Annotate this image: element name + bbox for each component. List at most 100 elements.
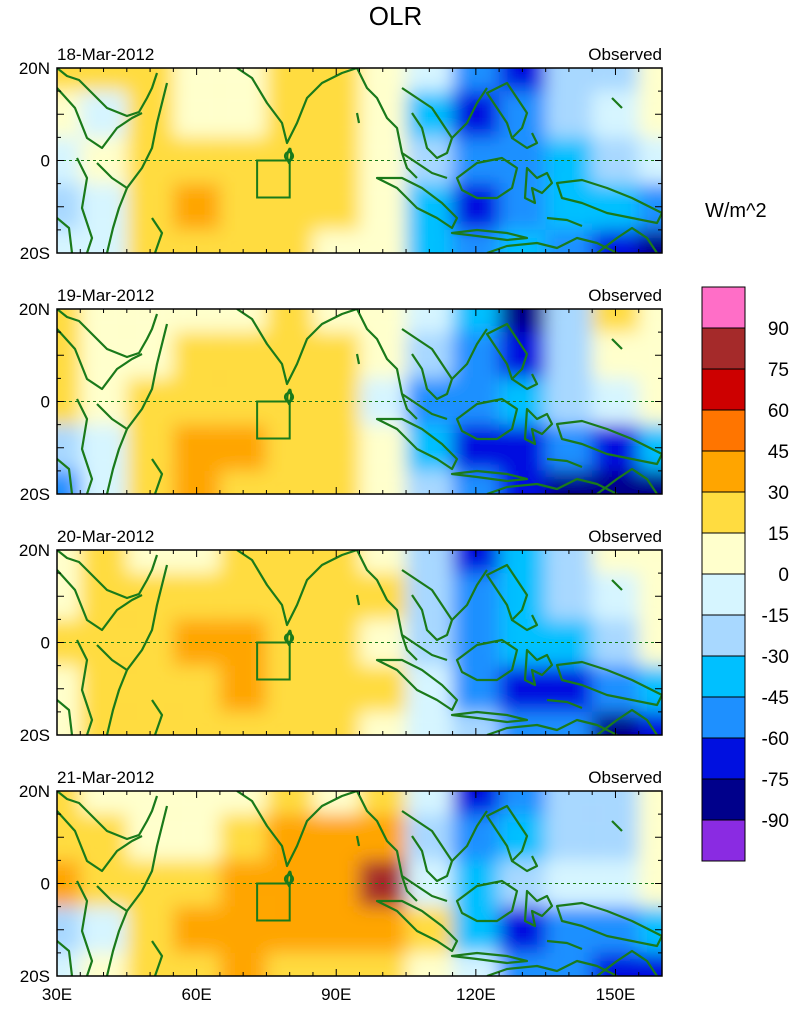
olr-cell: [57, 952, 81, 976]
olr-cell: [452, 665, 500, 712]
olr-cell: [312, 573, 360, 620]
olr-cell: [359, 791, 407, 815]
olr-cell: [312, 332, 360, 379]
colorbar-swatch: [701, 368, 746, 411]
olr-cell: [173, 424, 220, 471]
y-tick-label: 20N: [19, 541, 50, 560]
olr-cell: [57, 470, 81, 494]
y-tick-label: 20S: [20, 726, 50, 745]
olr-cell: [452, 470, 500, 494]
colorbar-label: 60: [768, 401, 789, 422]
olr-cell: [219, 791, 267, 815]
olr-cell: [638, 860, 662, 907]
olr-cell: [126, 424, 174, 471]
x-tick-label: 30E: [42, 985, 72, 1004]
y-tick-label: 0: [41, 634, 50, 653]
olr-cell: [312, 906, 360, 953]
olr-cell: [312, 91, 360, 138]
olr-cell: [452, 424, 500, 471]
olr-cell: [57, 860, 81, 907]
olr-cell: [359, 470, 407, 494]
colorbar-label: 45: [768, 442, 789, 463]
olr-cell: [57, 573, 81, 620]
olr-cell: [359, 424, 407, 471]
colorbar-swatch: [701, 491, 746, 534]
olr-cell: [499, 952, 546, 976]
olr-cell: [452, 791, 500, 815]
colorbar-label: -60: [762, 729, 789, 750]
olr-cell: [545, 424, 593, 471]
olr-cell: [266, 711, 313, 735]
olr-cell: [312, 814, 360, 861]
olr-cell: [359, 814, 407, 861]
x-tick-label: 60E: [181, 985, 211, 1004]
olr-cell: [219, 906, 267, 953]
olr-cell: [126, 791, 174, 815]
colorbar-swatch: [701, 614, 746, 657]
olr-cell: [173, 470, 220, 494]
olr-cell: [638, 573, 662, 620]
olr-cell: [638, 550, 662, 574]
panel-label: Observed: [588, 286, 662, 305]
olr-cell: [406, 791, 453, 815]
olr-cell: [359, 550, 407, 574]
olr-cell: [452, 68, 500, 92]
olr-cell: [499, 309, 546, 333]
olr-cell: [219, 470, 267, 494]
olr-cell: [57, 229, 81, 253]
olr-cell: [219, 424, 267, 471]
olr-cell: [545, 68, 593, 92]
colorbar-label: 90: [768, 319, 789, 340]
y-tick-label: 20S: [20, 967, 50, 986]
olr-field: [57, 309, 662, 494]
olr-cell: [359, 183, 407, 230]
olr-cell: [57, 424, 81, 471]
olr-cell: [312, 550, 360, 574]
olr-cell: [266, 791, 313, 815]
olr-cell: [499, 91, 546, 138]
olr-cell: [359, 665, 407, 712]
olr-cell: [173, 183, 220, 230]
olr-cell: [173, 791, 220, 815]
y-tick-label: 0: [41, 875, 50, 894]
olr-cell: [359, 68, 407, 92]
olr-cell: [80, 309, 127, 333]
olr-cell: [126, 309, 174, 333]
olr-cell: [359, 952, 407, 976]
olr-cell: [638, 68, 662, 92]
olr-cell: [359, 332, 407, 379]
olr-cell: [219, 573, 267, 620]
olr-cell: [545, 332, 593, 379]
colorbar-swatch: [701, 450, 746, 493]
y-tick-label: 0: [41, 393, 50, 412]
olr-cell: [173, 711, 220, 735]
olr-cell: [638, 137, 662, 184]
olr-cell: [57, 711, 81, 735]
olr-cell: [57, 814, 81, 861]
olr-cell: [545, 573, 593, 620]
olr-cell: [406, 68, 453, 92]
olr-cell: [80, 332, 127, 379]
figure-title: OLR: [368, 1, 423, 31]
olr-cell: [126, 665, 174, 712]
olr-cell: [452, 550, 500, 574]
colorbar-swatch: [701, 532, 746, 575]
olr-cell: [219, 229, 267, 253]
map-panel: 20N 0 20S 19-Mar-2012 Observed: [19, 286, 663, 504]
olr-cell: [499, 791, 546, 815]
panel-date: 21-Mar-2012: [57, 768, 154, 787]
colorbar-swatch: [701, 655, 746, 698]
olr-field: [57, 68, 662, 253]
olr-cell: [173, 91, 220, 138]
colorbar-label: 75: [768, 360, 789, 381]
olr-cell: [57, 332, 81, 379]
olr-cell: [499, 573, 546, 620]
olr-cell: [545, 183, 593, 230]
olr-cell: [499, 229, 546, 253]
colorbar-swatch: [701, 778, 746, 821]
olr-field: [57, 550, 662, 735]
olr-cell: [126, 183, 174, 230]
y-tick-label: 0: [41, 152, 50, 171]
olr-cell: [452, 711, 500, 735]
olr-cell: [219, 711, 267, 735]
